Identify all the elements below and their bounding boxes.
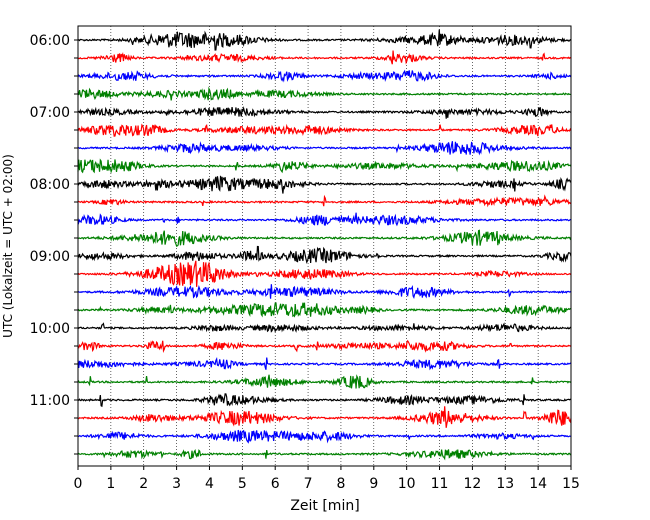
trace-1045 bbox=[77, 374, 572, 389]
x-tick-label: 14 bbox=[529, 476, 547, 492]
x-tick-label: 8 bbox=[336, 476, 345, 492]
x-axis-ticks: 0 1 2 3 4 5 6 7 8 9 10 11 12 13 14 15 bbox=[74, 466, 580, 492]
y-tick-label: 11:00 bbox=[30, 393, 70, 409]
x-tick-label: 9 bbox=[369, 476, 378, 492]
x-tick-label: 15 bbox=[562, 476, 580, 492]
x-tick-label: 2 bbox=[139, 476, 148, 492]
trace-0730 bbox=[77, 141, 572, 156]
trace-0700 bbox=[77, 105, 572, 119]
trace-0930 bbox=[77, 284, 572, 299]
trace-1100 bbox=[77, 393, 572, 408]
trace-1115 bbox=[77, 406, 572, 428]
x-tick-label: 5 bbox=[238, 476, 247, 492]
y-tick-label: 06:00 bbox=[30, 33, 70, 49]
y-tick-label: 09:00 bbox=[30, 249, 70, 265]
y-axis-ticks: 06:00 07:00 08:00 09:00 10:00 11:00 bbox=[30, 33, 78, 455]
y-tick-label: 08:00 bbox=[30, 177, 70, 193]
trace-0600 bbox=[77, 29, 572, 51]
y-tick-label: 07:00 bbox=[30, 105, 70, 121]
x-tick-label: 6 bbox=[271, 476, 280, 492]
x-tick-label: 3 bbox=[172, 476, 181, 492]
x-tick-label: 13 bbox=[496, 476, 514, 492]
trace-0900 bbox=[77, 245, 572, 264]
x-tick-label: 4 bbox=[205, 476, 214, 492]
trace-0745 bbox=[77, 158, 572, 174]
trace-0815 bbox=[77, 194, 572, 208]
x-axis-label: Zeit [min] bbox=[290, 498, 359, 514]
trace-1130 bbox=[77, 429, 572, 444]
trace-0845 bbox=[77, 229, 572, 247]
x-tick-label: 10 bbox=[398, 476, 416, 492]
trace-0830 bbox=[77, 212, 572, 227]
trace-0715 bbox=[77, 123, 572, 137]
y-tick-label: 10:00 bbox=[30, 321, 70, 337]
trace-0915 bbox=[77, 260, 572, 287]
trace-0945 bbox=[77, 302, 572, 318]
trace-1145 bbox=[77, 449, 571, 461]
x-tick-label: 1 bbox=[106, 476, 115, 492]
y-axis-label: UTC (Lokalzeit = UTC + 02:00) bbox=[1, 154, 15, 338]
x-tick-label: 12 bbox=[463, 476, 481, 492]
x-tick-label: 7 bbox=[304, 476, 313, 492]
plot-frame bbox=[77, 25, 572, 467]
x-tick-label: 11 bbox=[431, 476, 449, 492]
trace-0800 bbox=[77, 175, 572, 194]
trace-0615 bbox=[77, 50, 572, 65]
grid-lines bbox=[110, 26, 539, 466]
trace-1000 bbox=[77, 322, 572, 333]
trace-1030 bbox=[77, 357, 572, 371]
seismic-traces bbox=[77, 29, 572, 461]
trace-1015 bbox=[77, 339, 572, 353]
trace-0630 bbox=[77, 69, 572, 83]
x-tick-label: 0 bbox=[74, 476, 83, 492]
trace-0645 bbox=[77, 86, 572, 101]
